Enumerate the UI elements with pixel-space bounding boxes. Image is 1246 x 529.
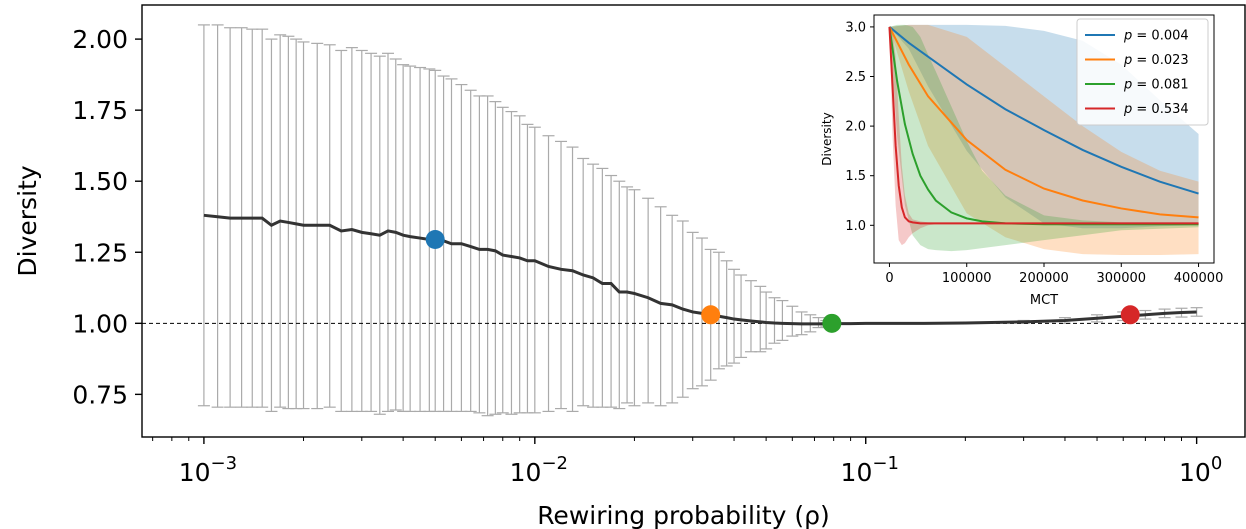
inset-x-tick-label: 100000 [942, 271, 992, 286]
legend-box [1076, 18, 1209, 126]
inset-y-ticks: 1.0 1.5 2.0 2.5 3.0 [845, 20, 874, 234]
highlight-point [425, 229, 445, 249]
legend-label: p = 0.004 [1123, 29, 1189, 44]
inset-x-ticks: 0 100000 200000 300000 400000 [885, 263, 1223, 286]
inset-x-tick-label: 0 [885, 271, 893, 286]
x-tick-label: 10−1 [841, 453, 899, 487]
main-plot-frame [141, 4, 1246, 438]
inset-band [889, 24, 1199, 256]
y-tick-label: 1.00 [72, 309, 128, 338]
main-plot: 10−3 10−2 10−1 100 0.751.001.251.501.752.00… [13, 4, 1246, 529]
inset-y-axis-label: Diversity [820, 112, 834, 165]
inset-series-line [888, 26, 1199, 195]
x-tick-label: 100 [1179, 453, 1222, 487]
legend-label: p = 0.023 [1123, 53, 1189, 68]
inset-y-tick-label: 3.0 [845, 20, 866, 35]
y-tick-label: 1.75 [72, 96, 128, 125]
inset-legend: p = 0.004 p = 0.023 p = 0.081 p = 0.534 [1076, 18, 1209, 126]
inset-y-tick-label: 1.5 [845, 169, 866, 184]
inset-x-tick-label: 200000 [1019, 271, 1069, 286]
legend-label: p = 0.534 [1123, 102, 1189, 117]
inset-x-axis-label: MCT [1030, 293, 1058, 308]
y-tick-label: 1.50 [72, 167, 128, 196]
y-tick-label: 0.75 [72, 380, 128, 409]
inset-x-tick-label: 400000 [1174, 271, 1224, 286]
main-x-axis-label: Rewiring probability (ρ) [537, 501, 830, 529]
inset-y-tick-label: 1.0 [845, 219, 866, 234]
inset-series-line [888, 26, 1199, 219]
inset-x-tick-label: 300000 [1096, 271, 1146, 286]
highlight-point [701, 305, 721, 325]
highlight-point [822, 313, 842, 333]
inset-band [889, 24, 1199, 252]
inset-y-tick-label: 2.5 [845, 70, 866, 85]
main-x-ticks: 10−3 10−2 10−1 100 [152, 437, 1222, 487]
main-y-ticks: 0.75 1.00 1.25 1.50 1.75 2.00 [72, 25, 142, 409]
highlight-point [1120, 305, 1140, 325]
inset-y-tick-label: 2.0 [845, 120, 866, 135]
legend-label: p = 0.081 [1123, 78, 1189, 93]
inset-series-line [888, 26, 1199, 225]
y-tick-label: 2.00 [72, 25, 128, 54]
main-y-axis-label: Diversity [13, 165, 42, 276]
x-tick-label: 10−3 [179, 453, 237, 487]
x-tick-label: 10−2 [510, 453, 568, 487]
inset-plot: 0 100000 200000 300000 400000 1.0 1.5 2.0 2.5 3.… [820, 14, 1223, 308]
y-tick-label: 1.25 [72, 238, 128, 267]
highlight-points [425, 229, 1140, 333]
inset-lines [888, 26, 1199, 226]
